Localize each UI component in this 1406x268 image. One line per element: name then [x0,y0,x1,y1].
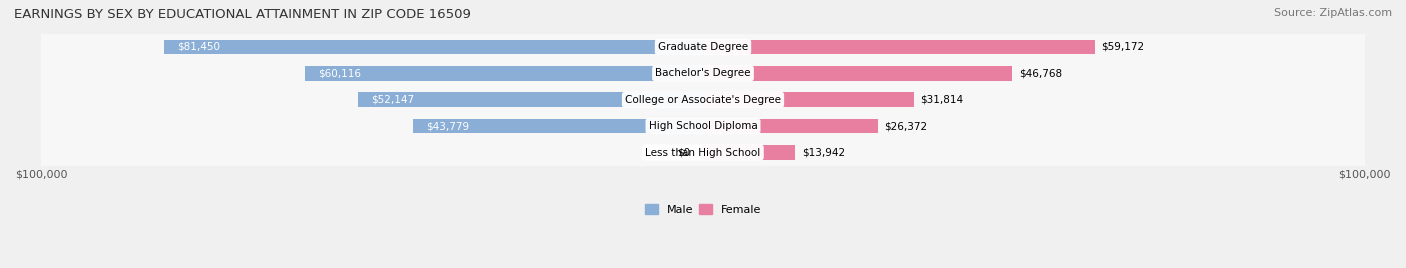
Text: $52,147: $52,147 [371,95,415,105]
Bar [305,66,703,81]
Bar [165,40,703,54]
Text: $0: $0 [676,147,690,158]
Text: $59,172: $59,172 [1101,42,1144,52]
Text: Less than High School: Less than High School [645,147,761,158]
Text: $43,779: $43,779 [426,121,470,131]
Text: $46,768: $46,768 [1019,68,1062,78]
Text: $31,814: $31,814 [920,95,963,105]
Text: $26,372: $26,372 [884,121,928,131]
Bar [703,145,796,160]
Legend: Male, Female: Male, Female [640,200,766,219]
Bar [41,139,1365,166]
Text: High School Diploma: High School Diploma [648,121,758,131]
Bar [413,119,703,133]
Text: College or Associate's Degree: College or Associate's Degree [626,95,780,105]
Text: $81,450: $81,450 [177,42,221,52]
Bar [41,113,1365,139]
Bar [41,87,1365,113]
Text: $60,116: $60,116 [318,68,361,78]
Text: Graduate Degree: Graduate Degree [658,42,748,52]
Bar [703,40,1094,54]
Bar [703,119,877,133]
Bar [703,92,914,107]
Bar [703,66,1012,81]
Bar [41,60,1365,87]
Text: $13,942: $13,942 [801,147,845,158]
Text: EARNINGS BY SEX BY EDUCATIONAL ATTAINMENT IN ZIP CODE 16509: EARNINGS BY SEX BY EDUCATIONAL ATTAINMEN… [14,8,471,21]
Bar [41,34,1365,60]
Text: Source: ZipAtlas.com: Source: ZipAtlas.com [1274,8,1392,18]
Bar [359,92,703,107]
Text: Bachelor's Degree: Bachelor's Degree [655,68,751,78]
